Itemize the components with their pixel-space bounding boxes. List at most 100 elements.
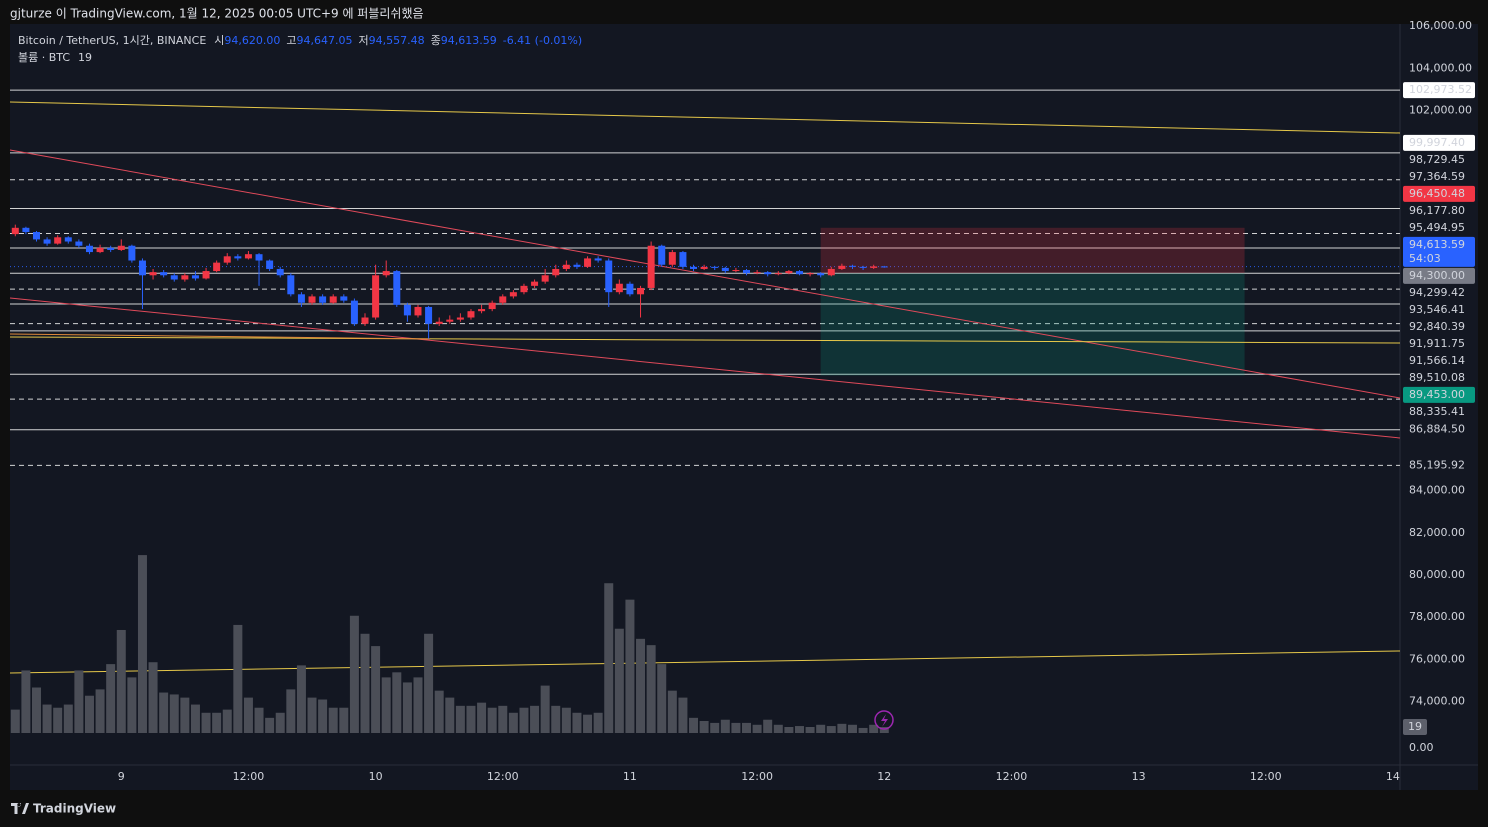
trend-line [9, 297, 1401, 439]
price-label: 93,546.41 [1409, 303, 1465, 316]
candle-body [340, 296, 348, 301]
ohlc-value: 94,620.00 [224, 34, 280, 47]
candle-body [552, 268, 560, 276]
candle-body [509, 292, 517, 297]
candle-body [435, 321, 443, 324]
candle-body [605, 260, 613, 293]
y-tick-label: 76,000.00 [1409, 652, 1465, 665]
price-label: 91,911.75 [1409, 337, 1465, 350]
candle-body [753, 272, 761, 274]
candle-body [297, 294, 305, 303]
volume-bar [731, 722, 741, 733]
volume-bar [445, 697, 455, 733]
candle-body [32, 232, 40, 240]
candle-body [138, 260, 146, 276]
candle-body [827, 268, 835, 276]
candle-body [128, 245, 136, 261]
candle-body [700, 266, 708, 269]
candle-body [785, 271, 793, 274]
volume-bar [742, 722, 752, 733]
candle-body [107, 247, 115, 250]
volume-legend: 볼륨 · BTC 19 [18, 51, 92, 64]
candle-body [880, 266, 888, 268]
candle-body [467, 311, 475, 318]
y-tick-label: 106,000.00 [1409, 19, 1472, 32]
candle-body [679, 252, 687, 267]
candle-body [244, 254, 252, 259]
trend-line [9, 333, 431, 340]
x-tick-label: 12:00 [1250, 770, 1282, 783]
volume-bar [127, 677, 137, 733]
symbol: Bitcoin / TetherUS, 1시간, BINANCE [18, 34, 206, 47]
candle-body [372, 275, 380, 318]
volume-value: 19 [78, 51, 92, 64]
volume-bar [63, 704, 73, 733]
candle-body [287, 275, 295, 295]
candle-body [690, 266, 698, 269]
volume-bar [349, 615, 359, 733]
volume-bar [530, 705, 540, 733]
volume-bar [137, 555, 147, 733]
price-label: 94,300.00 [1409, 269, 1465, 282]
volume-bar [21, 670, 31, 733]
volume-bar [763, 719, 773, 733]
volume-bar [413, 677, 423, 733]
volume-bar [95, 689, 105, 733]
x-tick-label: 10 [369, 770, 383, 783]
volume-bar [710, 722, 720, 733]
volume-bar [466, 705, 476, 733]
volume-bar [169, 694, 179, 733]
y-tick-label: 74,000.00 [1409, 695, 1465, 708]
volume-bar [752, 724, 762, 733]
volume-bar [212, 712, 222, 733]
volume-bar [625, 599, 635, 733]
volume-bar [74, 670, 84, 733]
candle-body [478, 309, 486, 312]
volume-bar [837, 723, 847, 733]
x-tick-label: 12:00 [233, 770, 265, 783]
candle-body [350, 300, 358, 324]
volume-bar [508, 712, 518, 733]
volume-bar [10, 709, 20, 733]
alert-icon[interactable] [874, 710, 894, 730]
volume-bar [328, 707, 338, 733]
volume-bar [593, 712, 603, 733]
volume-bar [53, 707, 63, 733]
volume-bar [455, 705, 465, 733]
candle-body [170, 275, 178, 280]
candle-body [149, 272, 157, 276]
price-label: 92,840.39 [1409, 320, 1465, 333]
volume-bar [434, 690, 444, 733]
volume-bar [699, 720, 709, 733]
candle-body [499, 296, 507, 303]
volume-bar [307, 697, 317, 733]
volume-bar [805, 726, 815, 733]
x-tick-label: 12:00 [996, 770, 1028, 783]
price-label: 91,566.14 [1409, 354, 1465, 367]
alert-bolt [881, 714, 888, 727]
candle-body [191, 275, 199, 279]
candle-body [859, 266, 867, 268]
price-label: 97,364.59 [1409, 170, 1465, 183]
candle-body [764, 272, 772, 275]
volume-bar [720, 719, 730, 733]
candle-body [266, 260, 274, 269]
candle-body [329, 296, 337, 303]
volume-bar [180, 697, 190, 733]
ohlc-label: 시 [214, 34, 224, 47]
volume-bar [318, 699, 328, 733]
volume-bar [296, 665, 306, 733]
volume-bar [869, 724, 879, 733]
volume-bar [392, 672, 402, 733]
ohlc-label: 종 [431, 34, 441, 47]
volume-bar [604, 583, 614, 733]
volume-bar [201, 712, 211, 733]
volume-bar [667, 690, 677, 733]
volume-bar [498, 705, 508, 733]
ohlc-value: 94,647.05 [297, 34, 353, 47]
price-label: 96,177.80 [1409, 204, 1465, 217]
levels [10, 89, 1400, 466]
x-tick-label: 14 [1386, 770, 1400, 783]
candle-body [711, 266, 719, 268]
